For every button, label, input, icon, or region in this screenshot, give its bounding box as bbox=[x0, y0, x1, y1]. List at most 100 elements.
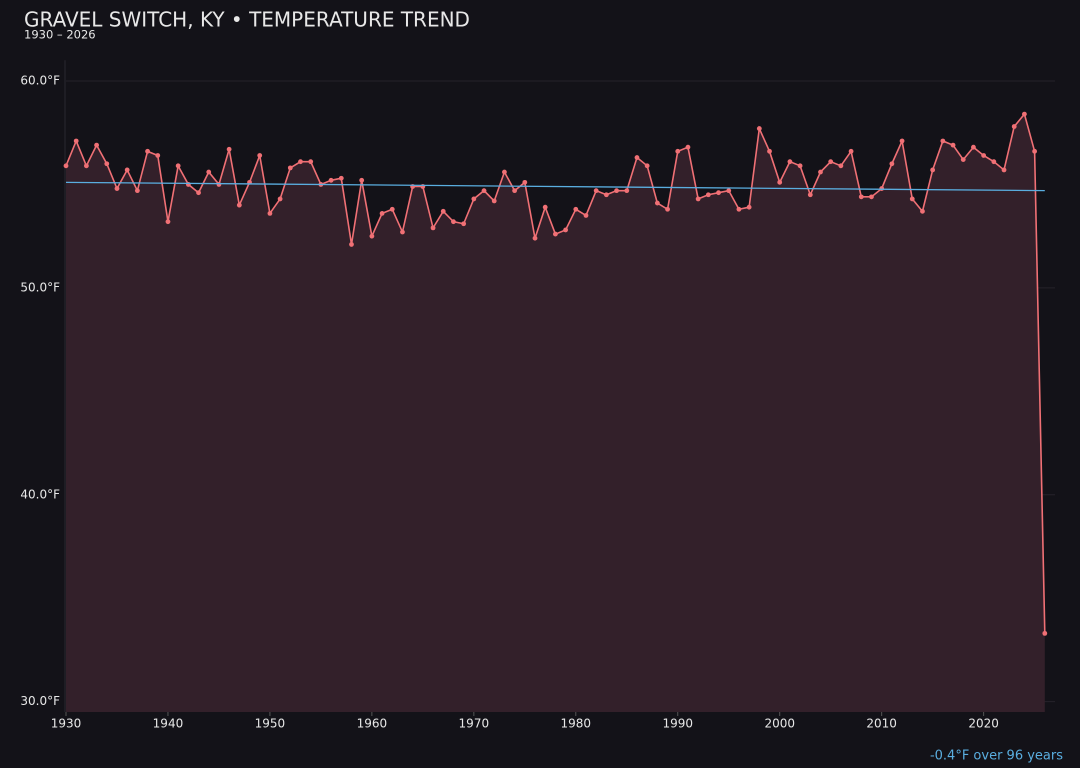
point bbox=[991, 159, 997, 165]
point bbox=[685, 144, 691, 150]
point bbox=[512, 188, 518, 194]
x-tick-label: 1980 bbox=[561, 717, 592, 731]
point bbox=[1011, 124, 1017, 129]
point bbox=[267, 210, 273, 216]
point bbox=[114, 186, 120, 191]
x-tick-label: 2000 bbox=[764, 717, 795, 731]
point bbox=[960, 157, 966, 163]
point bbox=[542, 204, 548, 210]
point bbox=[389, 206, 395, 212]
point bbox=[603, 192, 609, 198]
point bbox=[1022, 111, 1027, 117]
y-tick-label: 40.0°F bbox=[20, 487, 60, 501]
x-tick-label: 1960 bbox=[357, 717, 388, 731]
point bbox=[277, 196, 283, 202]
point bbox=[471, 196, 477, 202]
point bbox=[767, 148, 772, 154]
point bbox=[634, 155, 640, 160]
point bbox=[216, 182, 222, 187]
point bbox=[440, 208, 446, 214]
point bbox=[73, 138, 79, 144]
point bbox=[379, 210, 385, 216]
point bbox=[430, 225, 436, 231]
point bbox=[756, 126, 762, 131]
point bbox=[828, 159, 834, 165]
point bbox=[553, 231, 558, 237]
x-tick-label: 1930 bbox=[51, 717, 82, 731]
point bbox=[155, 153, 161, 158]
point bbox=[94, 142, 99, 148]
point bbox=[705, 192, 711, 198]
point bbox=[797, 163, 803, 169]
point bbox=[675, 148, 681, 154]
point bbox=[134, 188, 140, 194]
point bbox=[226, 146, 232, 152]
point bbox=[206, 169, 212, 175]
point bbox=[502, 169, 507, 175]
point bbox=[287, 165, 293, 171]
point bbox=[695, 196, 701, 202]
point bbox=[359, 177, 365, 183]
point bbox=[308, 159, 314, 165]
point bbox=[899, 138, 905, 144]
point bbox=[807, 192, 813, 198]
point bbox=[481, 188, 487, 194]
point bbox=[175, 163, 181, 169]
point bbox=[400, 229, 405, 235]
y-tick-label: 30.0°F bbox=[20, 694, 60, 708]
point bbox=[950, 142, 956, 148]
trend-line bbox=[65, 181, 1045, 192]
x-tick-label: 1990 bbox=[662, 717, 693, 731]
point bbox=[848, 148, 854, 154]
point bbox=[583, 213, 589, 218]
annotation: -0.4°F over 96 years bbox=[930, 749, 1063, 764]
point bbox=[1001, 167, 1007, 173]
point bbox=[593, 188, 599, 194]
x-tick-label: 2020 bbox=[968, 717, 999, 731]
point bbox=[879, 186, 885, 191]
point bbox=[614, 188, 619, 194]
point bbox=[369, 233, 375, 239]
x-tick-label: 1940 bbox=[153, 717, 184, 731]
point bbox=[522, 179, 528, 185]
point bbox=[124, 167, 130, 173]
point bbox=[940, 138, 946, 144]
point bbox=[257, 153, 263, 158]
point bbox=[736, 206, 742, 212]
y-tick-label: 60.0°F bbox=[20, 73, 60, 87]
point bbox=[328, 177, 334, 183]
point bbox=[491, 198, 497, 204]
point bbox=[665, 206, 670, 212]
point bbox=[573, 206, 579, 212]
point bbox=[298, 159, 303, 165]
point bbox=[461, 221, 467, 227]
point bbox=[145, 148, 150, 154]
chart-title: GRAVEL SWITCH, KY • TEMPERATURE TREND bbox=[24, 8, 470, 32]
point bbox=[644, 163, 650, 169]
x-tick-label: 2010 bbox=[866, 717, 897, 731]
point bbox=[338, 175, 344, 181]
point bbox=[654, 200, 660, 206]
point bbox=[971, 144, 976, 150]
point bbox=[63, 163, 69, 169]
point bbox=[532, 235, 538, 241]
point bbox=[196, 190, 201, 196]
point bbox=[624, 188, 630, 194]
point bbox=[838, 163, 844, 169]
point bbox=[889, 161, 895, 167]
point bbox=[563, 227, 568, 233]
point bbox=[726, 188, 732, 194]
point bbox=[83, 163, 89, 169]
point bbox=[716, 190, 721, 196]
point bbox=[165, 219, 171, 225]
x-tick-label: 1970 bbox=[459, 717, 490, 731]
point bbox=[451, 219, 456, 225]
point bbox=[349, 242, 354, 247]
point bbox=[236, 202, 242, 208]
point bbox=[104, 161, 110, 167]
point bbox=[1042, 630, 1048, 636]
area bbox=[66, 114, 1045, 712]
x-tick-label: 1950 bbox=[255, 717, 286, 731]
